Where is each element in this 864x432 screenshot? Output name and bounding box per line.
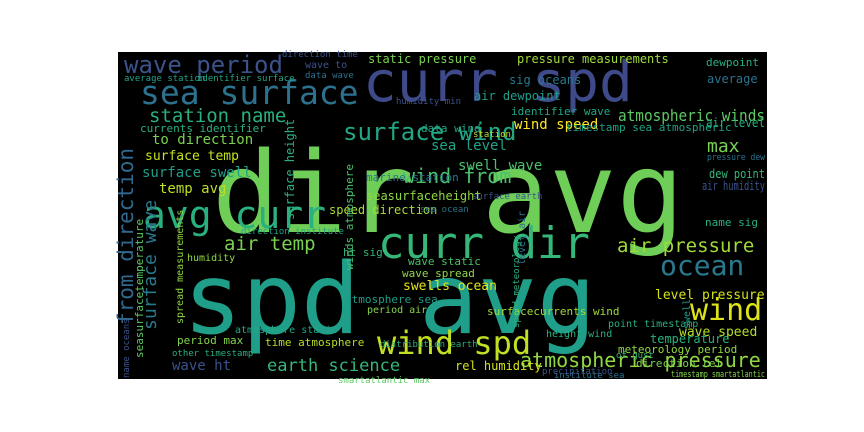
cloud-word: level pressure: [655, 288, 765, 303]
cloud-word: humidity: [187, 253, 235, 264]
cloud-word: atmosphere static: [235, 325, 337, 336]
cloud-word: direction time: [282, 50, 358, 60]
cloud-word: other timestamp: [172, 349, 253, 359]
cloud-word: period max: [177, 334, 244, 347]
cloud-word: smartatlantic max: [338, 376, 431, 386]
cloud-word: wave spread: [402, 267, 475, 280]
cloud-word: spd avg: [183, 243, 596, 357]
cloud-word: max: [707, 136, 740, 157]
cloud-word: height wind: [546, 329, 612, 340]
cloud-word: institute sea: [554, 371, 624, 381]
cloud-word: atmosphere sea: [345, 293, 438, 306]
cloud-word: identifier surface: [197, 74, 295, 84]
cloud-word: rel humidity: [455, 359, 542, 373]
cloud-word: surface swell: [142, 165, 252, 181]
cloud-word: direction rel: [636, 357, 722, 370]
cloud-word: avg curr: [143, 193, 326, 237]
cloud-word: from direction: [114, 148, 138, 325]
cloud-word: temperature: [650, 332, 729, 346]
cloud-word: surfacecurrents wind: [487, 305, 619, 318]
cloud-word: speed meteorology: [512, 235, 522, 328]
cloud-word: time atmosphere: [265, 336, 364, 349]
cloud-word: wave static: [408, 255, 481, 268]
cloud-word: marine station: [366, 171, 459, 184]
cloud-word: pressure measurements: [517, 52, 669, 66]
cloud-word: ht sig: [343, 246, 383, 259]
cloud-word: to direction: [152, 132, 253, 148]
cloud-word: wave ht: [172, 358, 231, 374]
cloud-word: earth science: [267, 356, 400, 376]
cloud-word: speed direction: [329, 203, 437, 217]
cloud-word: average station: [124, 74, 205, 84]
cloud-word: sig oceans: [509, 73, 581, 87]
cloud-word: period air: [367, 305, 427, 316]
cloud-word: wind: [690, 293, 762, 328]
cloud-word: curr spd: [363, 50, 633, 115]
cloud-word: atmospheric winds: [618, 106, 765, 125]
cloud-word: pressure dew: [707, 153, 766, 163]
cloud-word: point timestamp: [608, 319, 698, 330]
cloud-word: direction institute: [241, 227, 344, 237]
cloud-word: surface height: [283, 119, 297, 220]
cloud-word: dir avg: [212, 129, 684, 259]
cloud-word: wind speed: [514, 117, 598, 133]
cloud-word: surface earth: [472, 192, 542, 202]
cloud-word: of gust: [616, 351, 654, 361]
cloud-word: air humidity: [702, 179, 765, 193]
cloud-word: wave period: [124, 51, 283, 79]
cloud-word: wind spd: [377, 324, 531, 362]
cloud-word: level air: [517, 211, 528, 265]
cloud-word: station: [473, 130, 511, 140]
cloud-word: surface wind: [343, 118, 516, 146]
cloud-word: atmospheric pressure: [520, 348, 761, 372]
cloud-word: seasurfacetemperature: [133, 219, 146, 358]
cloud-word: spread measurements: [175, 210, 186, 324]
cloud-word: currents identifier: [140, 122, 266, 135]
cloud-word: air temp: [224, 233, 316, 255]
cloud-word: air pressure: [617, 235, 754, 257]
cloud-word: humidity min: [396, 97, 461, 107]
cloud-word: wave speed: [679, 325, 757, 340]
cloud-word: data wave: [305, 71, 354, 81]
cloud-word: dew point: [709, 167, 765, 181]
cloud-word: swells ocean: [403, 279, 497, 294]
cloud-word: station name: [149, 105, 286, 127]
cloud-word: identifier wave: [511, 105, 610, 118]
cloud-word: dewpoint: [706, 56, 759, 69]
cloud-word: curr dir: [378, 218, 590, 269]
word-cloud-background: [118, 52, 767, 379]
cloud-word: name oceans: [122, 318, 132, 378]
cloud-word: precipitation: [542, 367, 612, 377]
cloud-word: ocean: [660, 249, 744, 282]
cloud-word: sea ocean: [420, 205, 469, 215]
cloud-word: swell: [682, 299, 693, 329]
cloud-word: surface wave: [140, 200, 161, 330]
cloud-word: temp avg: [159, 181, 226, 197]
cloud-word: timestamp sea atmospheric: [566, 121, 732, 134]
cloud-word: wave to: [305, 60, 347, 71]
cloud-word: sea level: [431, 138, 507, 154]
cloud-word: air level: [706, 116, 765, 130]
cloud-word: surface temp: [145, 149, 239, 164]
cloud-word: air dewpoint: [474, 89, 561, 103]
cloud-word: average: [707, 72, 758, 86]
cloud-word: static pressure: [368, 52, 476, 66]
cloud-word: name sig: [705, 216, 758, 229]
cloud-word: data wind: [421, 122, 481, 135]
cloud-word: timestamp smartatlantic: [671, 370, 765, 380]
cloud-word: meteorology period: [618, 343, 737, 356]
cloud-word: winds atmosphere: [343, 164, 356, 270]
cloud-word: swell wave: [458, 158, 542, 174]
cloud-word: wind from: [403, 164, 511, 188]
cloud-word: distribution earth: [380, 340, 478, 350]
cloud-word: seasurfaceheight: [366, 189, 482, 203]
cloud-word: sea surface: [140, 73, 359, 112]
